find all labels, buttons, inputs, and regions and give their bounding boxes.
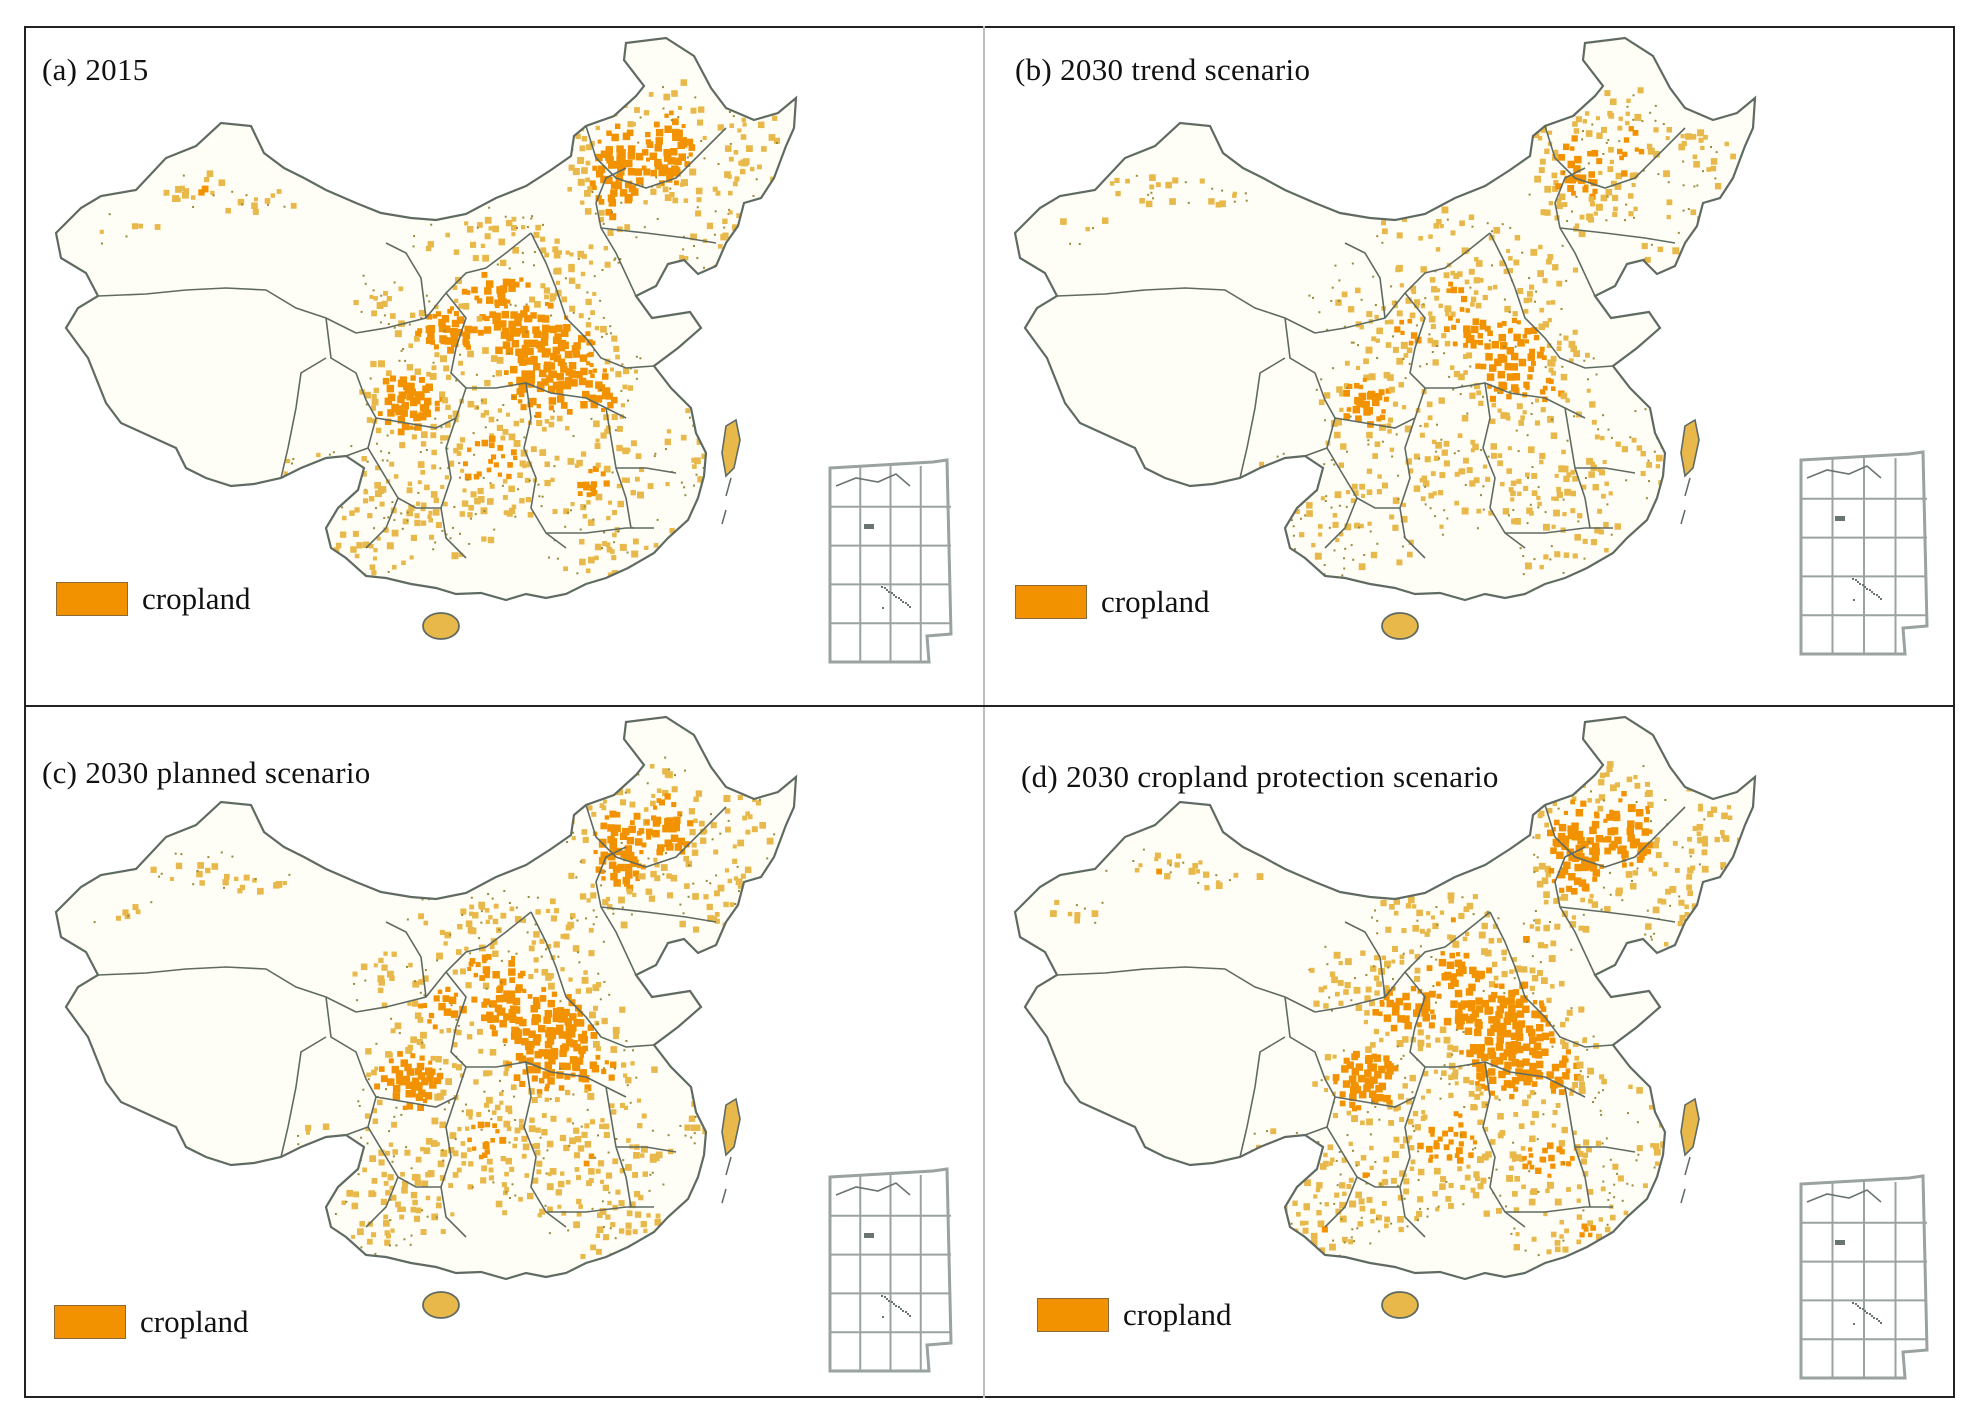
country-outline	[1013, 715, 1757, 1281]
panel-b: (b) 2030 trend scenario cropland	[985, 28, 1943, 703]
panel-title: (b) 2030 trend scenario	[1015, 52, 1311, 87]
china-cropland-map	[1013, 36, 1757, 640]
china-cropland-map	[54, 36, 798, 640]
hainan-island	[422, 612, 460, 640]
vertical-divider	[983, 26, 985, 1398]
cropland-layer	[1050, 761, 1744, 1267]
taiwan-island	[721, 1097, 741, 1157]
china-cropland-map	[1013, 715, 1757, 1319]
panel-c: (c) 2030 planned scenario cropland	[26, 707, 984, 1382]
cropland-swatch	[56, 582, 128, 616]
panel-a: (a) 2015 cropland	[26, 28, 984, 703]
taiwan-island	[1680, 1097, 1700, 1157]
province-borders	[97, 125, 727, 559]
hainan-island	[422, 1291, 460, 1319]
country-outline	[54, 36, 798, 602]
taiwan-island	[721, 418, 741, 478]
panel-title: (d) 2030 cropland protection scenario	[1021, 759, 1499, 794]
legend-label: cropland	[140, 1304, 249, 1339]
legend: cropland	[1015, 584, 1209, 620]
taiwan-island	[1680, 418, 1700, 478]
land-area	[1015, 38, 1755, 600]
cropland-swatch	[54, 1305, 126, 1339]
land-area	[56, 717, 796, 1279]
legend-label: cropland	[1101, 584, 1210, 619]
panel-d: (d) 2030 cropland protection scenario cr…	[985, 707, 1943, 1382]
south-china-sea-inset-map-icon	[1799, 1174, 1929, 1380]
province-borders	[1056, 125, 1686, 559]
panel-title: (c) 2030 planned scenario	[42, 755, 371, 790]
hainan-island	[1381, 1291, 1419, 1319]
cropland-swatch	[1015, 585, 1087, 619]
cropland-swatch	[1037, 1298, 1109, 1332]
cropland-layer	[1060, 87, 1739, 587]
land-area	[56, 38, 796, 600]
legend-label: cropland	[142, 581, 251, 616]
legend: cropland	[54, 1304, 248, 1340]
province-borders	[97, 804, 727, 1238]
china-cropland-map	[54, 715, 798, 1319]
south-china-sea-inset-map-icon	[828, 458, 953, 664]
legend: cropland	[1037, 1297, 1231, 1333]
legend-label: cropland	[1123, 1297, 1232, 1332]
country-outline	[1013, 36, 1757, 602]
country-outline	[54, 715, 798, 1281]
province-borders	[1056, 804, 1686, 1238]
hainan-island	[1381, 612, 1419, 640]
panel-title: (a) 2015	[42, 52, 149, 87]
legend: cropland	[56, 581, 250, 617]
south-china-sea-inset-map-icon	[828, 1167, 953, 1373]
south-china-sea-inset-map-icon	[1799, 450, 1929, 656]
horizontal-divider	[24, 705, 1955, 707]
